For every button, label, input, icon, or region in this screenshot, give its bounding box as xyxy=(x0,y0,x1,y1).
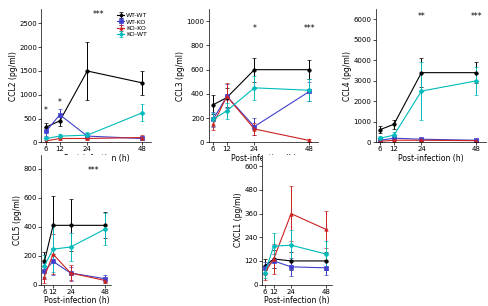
Text: ***: *** xyxy=(88,166,100,175)
Text: *: * xyxy=(58,98,62,106)
X-axis label: Post-infection (h): Post-infection (h) xyxy=(43,296,109,305)
X-axis label: Post-infection (h): Post-infection (h) xyxy=(231,154,296,163)
Y-axis label: CCL5 (pg/ml): CCL5 (pg/ml) xyxy=(14,195,22,244)
X-axis label: Post-infection (h): Post-infection (h) xyxy=(264,296,330,305)
Text: ***: *** xyxy=(304,24,315,33)
X-axis label: Post-infection (h): Post-infection (h) xyxy=(398,154,464,163)
Text: ***: *** xyxy=(93,10,104,19)
Y-axis label: CCL2 (pg/ml): CCL2 (pg/ml) xyxy=(9,51,18,101)
Text: **: ** xyxy=(418,13,426,21)
Y-axis label: CCL4 (pg/ml): CCL4 (pg/ml) xyxy=(343,51,352,101)
Legend: WT-WT, WT-KO, KO-KO, KO-WT: WT-WT, WT-KO, KO-KO, KO-WT xyxy=(116,12,148,38)
Text: *: * xyxy=(252,24,256,33)
Y-axis label: CXCL1 (pg/ml): CXCL1 (pg/ml) xyxy=(234,192,243,247)
Y-axis label: CCL3 (pg/ml): CCL3 (pg/ml) xyxy=(176,51,185,101)
Text: ***: *** xyxy=(470,13,482,21)
Text: *: * xyxy=(44,106,48,115)
X-axis label: Post-infection (h): Post-infection (h) xyxy=(63,154,129,163)
